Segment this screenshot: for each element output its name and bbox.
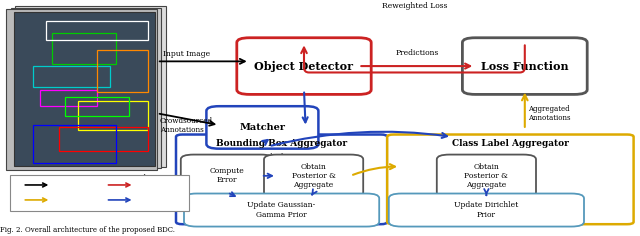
Text: Crowdsourced
Annotations: Crowdsourced Annotations — [160, 117, 213, 134]
Bar — [33, 66, 110, 87]
Text: Bounding Box Aggregator: Bounding Box Aggregator — [216, 139, 347, 148]
FancyBboxPatch shape — [180, 155, 274, 197]
Text: Aggregated
Annotations: Aggregated Annotations — [54, 190, 97, 207]
Bar — [78, 101, 148, 130]
Text: Update Dirichlet
Prior: Update Dirichlet Prior — [454, 202, 518, 219]
Text: Loss Function: Loss Function — [481, 61, 568, 72]
Text: Matcher: Matcher — [239, 123, 285, 132]
Text: Fig. 2. Overall architecture of the proposed BDC.: Fig. 2. Overall architecture of the prop… — [0, 226, 175, 234]
Text: Aggregated
Annotations: Aggregated Annotations — [528, 105, 570, 122]
Text: Object Detector
Update: Object Detector Update — [138, 174, 194, 191]
Text: Update Gaussian-
Gamma Prior: Update Gaussian- Gamma Prior — [248, 202, 316, 219]
Text: Object Detector: Object Detector — [255, 61, 353, 72]
Text: Forward Pass: Forward Pass — [54, 181, 102, 189]
Text: Matched
Annotations-Predictions: Matched Annotations-Predictions — [227, 153, 311, 171]
Text: Obtain
Posterior &
Aggregate: Obtain Posterior & Aggregate — [465, 163, 508, 189]
Text: Obtain
Posterior &
Aggregate: Obtain Posterior & Aggregate — [292, 163, 335, 189]
Text: Input Image: Input Image — [163, 50, 211, 58]
FancyBboxPatch shape — [264, 155, 364, 197]
FancyBboxPatch shape — [10, 175, 189, 211]
Bar — [52, 33, 116, 64]
Bar — [65, 97, 129, 116]
Bar — [33, 125, 116, 163]
Bar — [46, 21, 148, 40]
Bar — [6, 9, 157, 170]
Bar — [40, 90, 97, 106]
FancyBboxPatch shape — [237, 38, 371, 94]
Text: Compute
Error: Compute Error — [210, 167, 244, 184]
FancyBboxPatch shape — [184, 194, 380, 227]
FancyBboxPatch shape — [388, 194, 584, 227]
Text: Predictions: Predictions — [395, 49, 438, 57]
FancyBboxPatch shape — [206, 106, 319, 149]
Text: Reweighted Loss: Reweighted Loss — [381, 2, 447, 10]
Text: Aggregators
Update: Aggregators Update — [138, 190, 182, 207]
Bar — [14, 12, 155, 166]
Bar — [97, 50, 148, 92]
FancyBboxPatch shape — [176, 135, 387, 224]
Text: Class Label Aggregator: Class Label Aggregator — [452, 139, 569, 148]
FancyBboxPatch shape — [437, 155, 536, 197]
Bar — [15, 6, 166, 167]
Bar — [11, 8, 161, 168]
FancyBboxPatch shape — [462, 38, 588, 94]
FancyBboxPatch shape — [387, 135, 634, 224]
Bar — [59, 127, 148, 151]
